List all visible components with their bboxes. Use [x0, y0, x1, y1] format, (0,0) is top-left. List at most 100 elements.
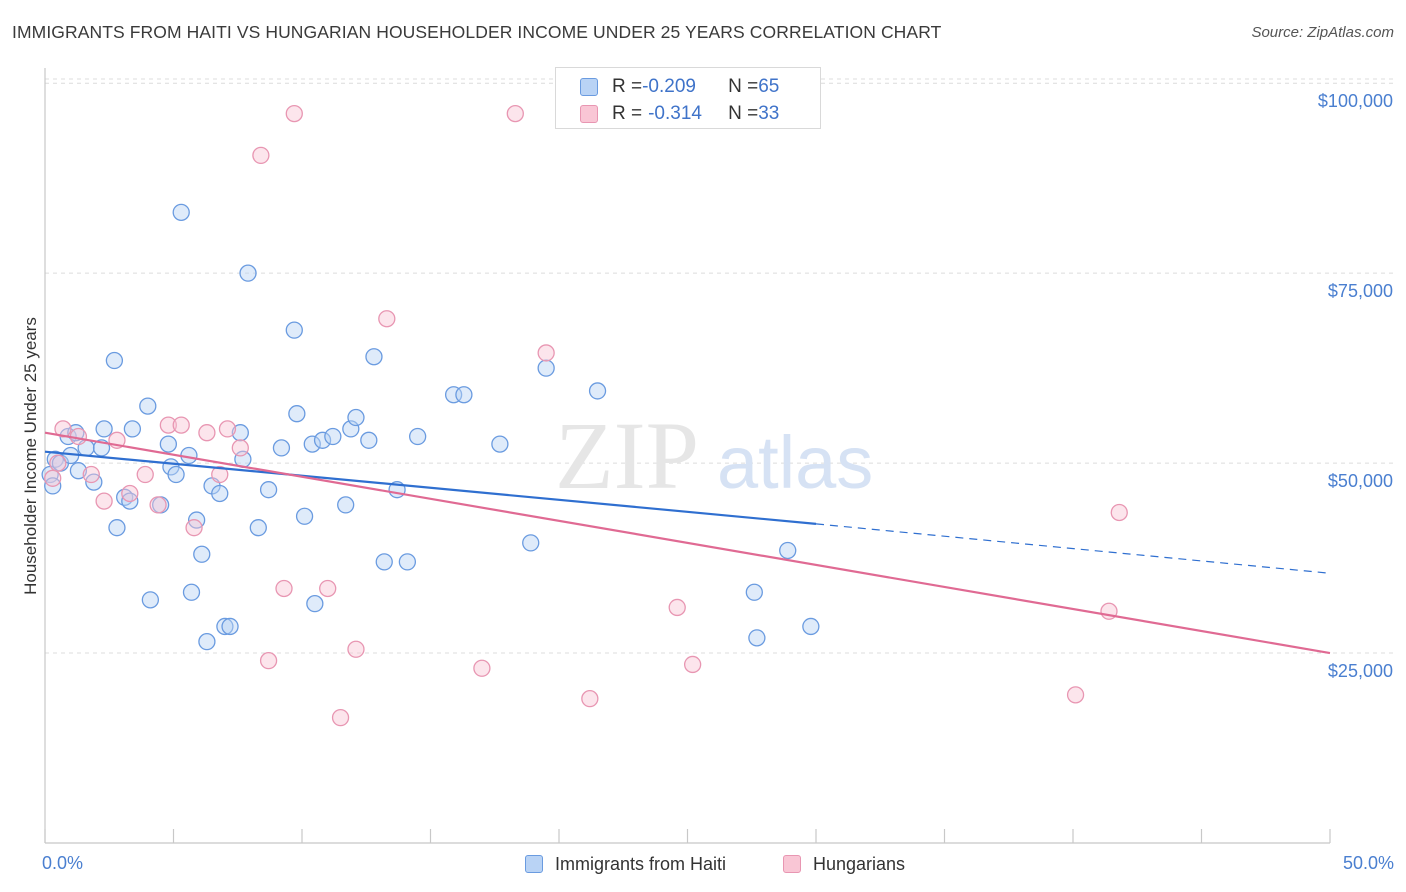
haiti-point [303, 435, 321, 453]
trend-layer [44, 431, 1331, 655]
legend-row-haiti: R = -0.209 N = 65 [580, 74, 779, 100]
hungarian-point [1110, 503, 1128, 522]
bottom-legend-label-hungarians: Hungarians [813, 853, 906, 874]
hungarian-point [211, 465, 229, 484]
haiti-point [408, 427, 427, 446]
hungarian-point [319, 579, 337, 598]
haiti-point [159, 435, 178, 453]
haiti-point [360, 431, 378, 449]
hungarian-point [136, 465, 154, 484]
hungarian-point [95, 492, 113, 510]
legend-r-label: R = [612, 103, 643, 124]
haiti-point [141, 591, 160, 609]
hungarian-point [1066, 686, 1085, 704]
hungarian-point [473, 659, 491, 677]
y-tick-label: $50,000 [1328, 471, 1393, 491]
haiti-point [779, 541, 797, 560]
haiti-point [337, 496, 355, 514]
haiti-point [491, 435, 509, 453]
hungarian-point [159, 416, 178, 434]
hungarian-point [285, 104, 303, 123]
haiti-point [588, 382, 607, 400]
legend-n-value: 33 [758, 103, 780, 124]
haiti-point [745, 583, 763, 601]
axes-layer [44, 68, 1331, 844]
watermark-atlas: atlas [717, 421, 873, 504]
haiti-point [105, 351, 124, 370]
chart-source: Source: ZipAtlas.com [1251, 24, 1394, 41]
haiti-point [221, 617, 239, 636]
bottom-legend-haiti: Immigrants from Haiti [525, 852, 726, 876]
chart-title: IMMIGRANTS FROM HAITI VS HUNGARIAN HOUSE… [12, 22, 942, 42]
haiti-point [398, 553, 417, 571]
haiti-point [748, 629, 766, 647]
legend-swatch-haiti [580, 78, 598, 96]
bottom-legend-hungarians: Hungarians [783, 852, 905, 876]
hungarian-point [252, 146, 270, 165]
correlation-legend: R = -0.209 N = 65 R = -0.314 N = 33 [555, 67, 821, 129]
haiti-point [123, 420, 142, 438]
haiti-point [288, 405, 306, 423]
x-tick-label-max: 50.0% [1343, 853, 1394, 873]
y-axis-label: Householder Income Under 25 years [21, 317, 40, 595]
hungarian-point [54, 420, 72, 438]
hungarian-point [275, 579, 293, 598]
haiti-point [231, 424, 249, 442]
y-tick-label: $75,000 [1328, 281, 1393, 301]
bottom-legend-swatch-haiti [525, 855, 543, 873]
haiti-point [365, 348, 383, 366]
points-layer [41, 104, 1128, 727]
hungarian-point [331, 708, 350, 727]
y-tick-label: $25,000 [1328, 661, 1393, 681]
legend-n-label: N = [728, 76, 759, 97]
haiti-point [69, 462, 88, 480]
haiti-point [313, 431, 332, 449]
haiti-point [285, 321, 303, 339]
haiti-point [272, 439, 291, 457]
haiti-trend-line [44, 450, 817, 525]
hungarian-point [683, 655, 702, 674]
haiti-point [211, 484, 229, 503]
legend-swatch-hungarians [580, 105, 598, 123]
legend-r-label: R = [612, 76, 643, 97]
hungarian-point [259, 651, 278, 670]
hungarian-point [121, 484, 139, 503]
tick-labels-layer: $25,000 $50,000 $75,000 $100,000 0.0% 50.0% [42, 91, 1394, 873]
haiti-point [455, 386, 473, 404]
haiti-point [249, 519, 267, 537]
haiti-point [375, 553, 393, 571]
haiti-trend-extension [815, 523, 1331, 574]
hungarian-point [44, 469, 62, 487]
haiti-point [259, 481, 278, 499]
haiti-point [95, 420, 113, 438]
hungarian-point [149, 496, 167, 514]
haiti-point [522, 534, 540, 552]
haiti-point [295, 507, 314, 525]
hungarian-point [185, 519, 203, 537]
watermark-zip: ZIP [555, 402, 699, 509]
haiti-point [108, 519, 126, 537]
x-tick-label-min: 0.0% [42, 853, 83, 873]
haiti-point [172, 203, 190, 222]
hungarian-point [231, 439, 249, 457]
bottom-legend-label-haiti: Immigrants from Haiti [555, 853, 727, 874]
bottom-legend-swatch-hungarians [783, 855, 801, 873]
hungarian-point [198, 424, 216, 442]
haiti-point [347, 408, 365, 427]
hungarian-point [172, 416, 190, 434]
hungarian-point [668, 598, 686, 617]
haiti-point [537, 359, 555, 377]
haiti-point [182, 583, 201, 601]
legend-n-label: N = [728, 103, 759, 124]
hungarian-point [82, 465, 100, 484]
legend-n-value: 65 [758, 76, 780, 97]
haiti-point [306, 595, 324, 613]
hungarian-point [378, 310, 396, 328]
haiti-point [324, 427, 342, 446]
y-tick-label: $100,000 [1318, 91, 1393, 111]
grid-layer [45, 78, 1395, 654]
legend-r-value: -0.314 [648, 103, 702, 124]
hungarian-point [49, 454, 67, 472]
hungarian-point [506, 104, 524, 123]
